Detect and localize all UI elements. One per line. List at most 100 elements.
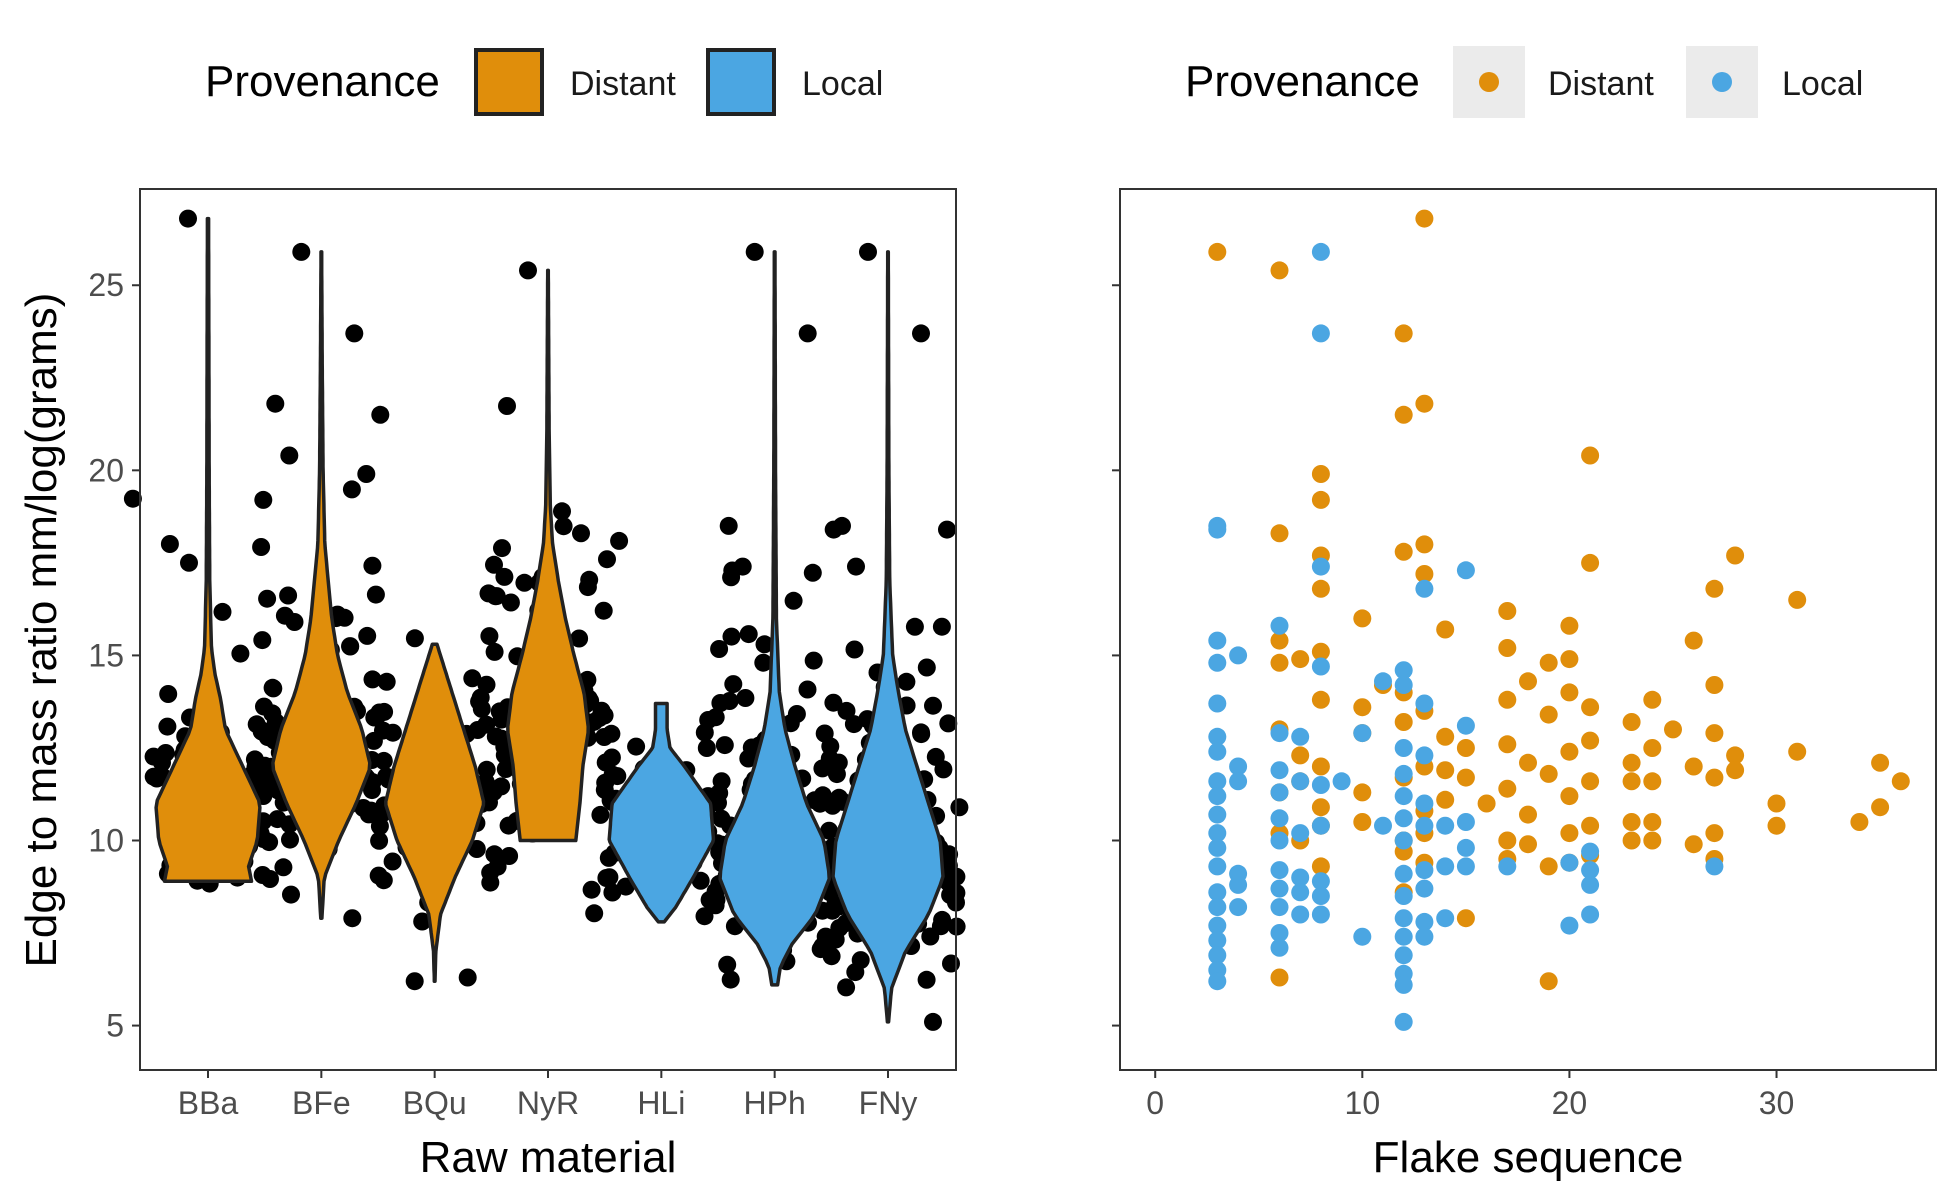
scatter-point-local <box>1229 757 1248 776</box>
scatter-point-distant <box>1539 653 1558 672</box>
scatter-point-local <box>1374 672 1392 691</box>
scatter-point-distant <box>1436 790 1455 809</box>
data-point-hli <box>595 706 614 725</box>
data-point-hph <box>691 871 710 890</box>
outlier-point-bfe <box>343 909 362 928</box>
data-point-bba <box>253 866 272 884</box>
y-tick-label: 20 <box>88 452 124 488</box>
outlier-point-nyr <box>493 539 511 558</box>
outlier-point-bqu <box>458 968 477 987</box>
data-point-fny <box>837 978 856 997</box>
data-point-bfe <box>279 586 298 605</box>
data-point-nyr <box>492 710 511 729</box>
scatter-point-local <box>1311 887 1330 905</box>
data-point-bfe <box>363 556 382 575</box>
right-x-axis-title: Flake sequence <box>1373 1133 1684 1182</box>
data-point-hli <box>697 739 716 757</box>
data-point-bqu <box>377 672 396 691</box>
outlier-point-bba <box>179 209 197 228</box>
scatter-point-local <box>1311 776 1330 794</box>
data-point-fny <box>823 796 842 815</box>
y-tick-label: 5 <box>106 1008 124 1044</box>
x-tick-label-hli: HLi <box>637 1085 685 1121</box>
outlier-point-nyr <box>598 550 616 569</box>
scatter-point-distant <box>1788 590 1807 609</box>
scatter-point-local <box>1208 824 1227 843</box>
scatter-point-local <box>1581 875 1600 894</box>
outlier-point-bfe <box>371 405 390 424</box>
data-point-hli <box>596 753 615 772</box>
scatter-point-distant <box>1581 698 1600 717</box>
scatter-point-local <box>1208 787 1227 806</box>
scatter-point-local <box>1415 879 1434 898</box>
scatter-point-local <box>1291 727 1310 746</box>
data-point-bfe <box>260 833 279 852</box>
scatter-point-distant <box>1643 813 1662 831</box>
scatter-point-local <box>1394 764 1413 783</box>
data-point-bfe <box>264 679 283 698</box>
data-point-fny <box>845 640 864 659</box>
scatter-point-local <box>1270 809 1289 828</box>
scatter-point-distant <box>1684 631 1703 650</box>
scatter-point-distant <box>1581 446 1600 465</box>
scatter-point-local <box>1291 772 1310 791</box>
data-point-hph <box>820 821 839 840</box>
data-point-bfe <box>358 626 377 645</box>
scatter-point-local <box>1229 772 1248 791</box>
scatter-point-distant <box>1705 824 1724 843</box>
scatter-point-local <box>1270 761 1289 780</box>
scatter-point-distant <box>1539 764 1558 783</box>
data-point-hli <box>600 868 619 887</box>
series-local <box>1208 242 1724 1031</box>
scatter-point-local <box>1311 657 1330 676</box>
data-point-bqu <box>374 871 393 890</box>
data-point-nyr <box>472 699 491 718</box>
scatter-plot-area <box>1208 209 1910 1031</box>
scatter-point-local <box>1291 883 1310 902</box>
scatter-point-local <box>1394 809 1413 828</box>
data-point-bqu <box>363 670 382 689</box>
x-tick-label: 10 <box>1345 1085 1381 1121</box>
scatter-point-distant <box>1664 720 1682 739</box>
scatter-point-local <box>1394 661 1413 680</box>
scatter-point-distant <box>1891 772 1910 791</box>
data-point-hph <box>699 711 718 729</box>
data-point-fny <box>912 723 930 742</box>
data-point-bqu <box>383 852 402 871</box>
data-point-hli <box>582 880 601 899</box>
scatter-point-local <box>1394 831 1413 850</box>
scatter-point-distant <box>1456 909 1475 928</box>
data-point-bfe <box>370 831 389 850</box>
scatter-point-local <box>1208 931 1227 950</box>
left-legend-label-local: Local <box>802 65 883 103</box>
outlier-point-fny <box>859 242 877 261</box>
scatter-point-distant <box>1581 731 1600 750</box>
scatter-point-local <box>1415 746 1434 765</box>
outlier-point-fny <box>912 324 930 343</box>
scatter-point-distant <box>1270 631 1289 650</box>
data-point-hph <box>710 640 729 658</box>
data-point-bqu <box>370 703 389 722</box>
scatter-point-distant <box>1311 690 1330 709</box>
data-point-fny <box>823 901 842 920</box>
data-point-fny <box>917 658 936 677</box>
data-point-bfe <box>274 858 293 877</box>
scatter-point-distant <box>1291 746 1310 765</box>
data-point-hph <box>798 680 817 699</box>
scatter-point-distant <box>1643 739 1662 757</box>
y-tick-label: 10 <box>88 822 124 858</box>
scatter-point-distant <box>1684 835 1703 854</box>
data-point-fny <box>827 765 846 784</box>
y-tick-label: 15 <box>88 637 124 673</box>
scatter-point-local <box>1311 242 1330 261</box>
scatter-point-local <box>1208 520 1227 539</box>
data-point-bqu <box>413 912 432 931</box>
scatter-point-distant <box>1415 565 1434 583</box>
scatter-point-local <box>1394 946 1413 965</box>
data-point-hli <box>603 883 622 902</box>
scatter-point-local <box>1560 916 1579 935</box>
scatter-point-local <box>1415 861 1434 880</box>
scatter-point-local <box>1374 816 1392 835</box>
data-point-fny <box>942 954 960 973</box>
scatter-point-distant <box>1311 757 1330 776</box>
